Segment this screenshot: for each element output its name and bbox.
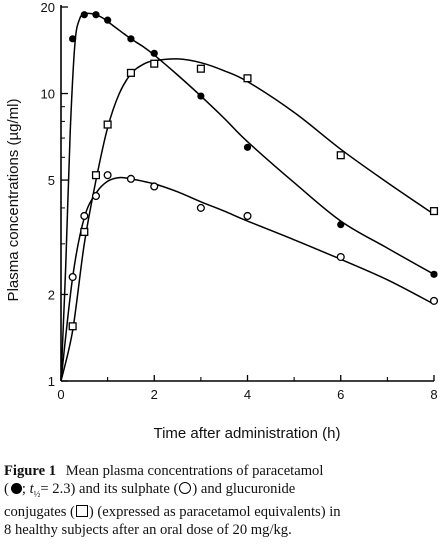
x-tick-label: 8 — [430, 387, 437, 402]
paracetamol-point — [127, 35, 135, 43]
data-markers — [68, 11, 439, 331]
tick-labels: 0 2 4 6 8 1 2 5 10 20 — [41, 0, 438, 402]
glucuronide-point — [150, 59, 159, 68]
sulphate-point — [196, 203, 205, 212]
paracetamol-point — [80, 11, 88, 19]
paracetamol-point — [337, 220, 345, 229]
caption-text-1: Mean plasma concentrations of paracetamo… — [65, 463, 324, 479]
sulphate-point — [126, 174, 135, 183]
glucuronide-point — [126, 68, 135, 77]
paracetamol-point — [243, 143, 252, 151]
caption-text-3: ) and glucuronide — [192, 481, 296, 497]
x-tick-label: 0 — [57, 387, 64, 402]
sulphate-point — [336, 252, 345, 262]
y-tick-label: 1 — [48, 374, 55, 389]
figure-caption: Figure 1 Mean plasma concentrations of p… — [4, 463, 341, 538]
caption-text-5: ) (expressed as paracetamol equivalents)… — [88, 503, 341, 520]
chart: 0 2 4 6 8 1 2 5 10 20 Time after administration (… — [5, 0, 439, 442]
x-axis-title: Time after administration (h) — [153, 425, 340, 442]
caption-t-half-sub: ½ — [33, 488, 41, 499]
glucuronide-point — [80, 227, 89, 236]
y-tick-label: 10 — [41, 87, 55, 102]
sulphate-point — [68, 272, 77, 282]
caption-text-6: 8 healthy subjects after an oral dose of… — [4, 521, 292, 538]
sulphate-point — [80, 211, 89, 221]
glucuronide-point — [91, 171, 101, 180]
filled-circle-icon — [10, 483, 22, 494]
paracetamol-point — [92, 11, 100, 19]
glucuronide-point — [429, 207, 439, 216]
glucuronide-point — [196, 64, 205, 73]
sulphate-point — [429, 296, 439, 305]
y-axis-title: Plasma concentrations (µg/ml) — [5, 99, 22, 302]
caption-open-paren: ( — [4, 481, 9, 497]
paracetamol-point — [69, 35, 77, 43]
glucuronide-point — [103, 120, 112, 129]
fitted-curves — [60, 12, 435, 382]
y-tick-label: 2 — [48, 287, 55, 302]
x-tick-label: 6 — [337, 387, 344, 402]
paracetamol-point — [150, 49, 158, 57]
open-square-icon — [75, 504, 88, 517]
axes — [60, 5, 435, 382]
caption-text-2: and its sulphate ( — [79, 481, 179, 497]
x-tick-label: 2 — [151, 387, 158, 402]
glucuronide-point — [243, 74, 252, 83]
fitted-curve-2 — [60, 176, 435, 382]
glucuronide-point — [68, 322, 77, 331]
paracetamol-point — [104, 16, 112, 24]
y-tick-label: 5 — [48, 173, 55, 188]
fitted-curve-1 — [60, 12, 435, 382]
caption-t-half: t — [29, 481, 34, 497]
sulphate-point — [243, 211, 252, 221]
caption-t-value: = 2.3) — [40, 481, 76, 497]
paracetamol-point — [430, 270, 438, 278]
paracetamol-point — [197, 92, 205, 100]
caption-text-4: conjugates ( — [4, 503, 75, 520]
x-tick-label: 4 — [244, 387, 251, 402]
sulphate-point — [103, 171, 112, 180]
glucuronide-point — [336, 151, 345, 160]
open-circle-icon — [179, 482, 192, 494]
y-tick-label: 20 — [41, 0, 55, 15]
sulphate-point — [150, 182, 159, 191]
caption-figure-label: Figure 1 — [4, 463, 57, 479]
sulphate-point — [91, 191, 101, 201]
